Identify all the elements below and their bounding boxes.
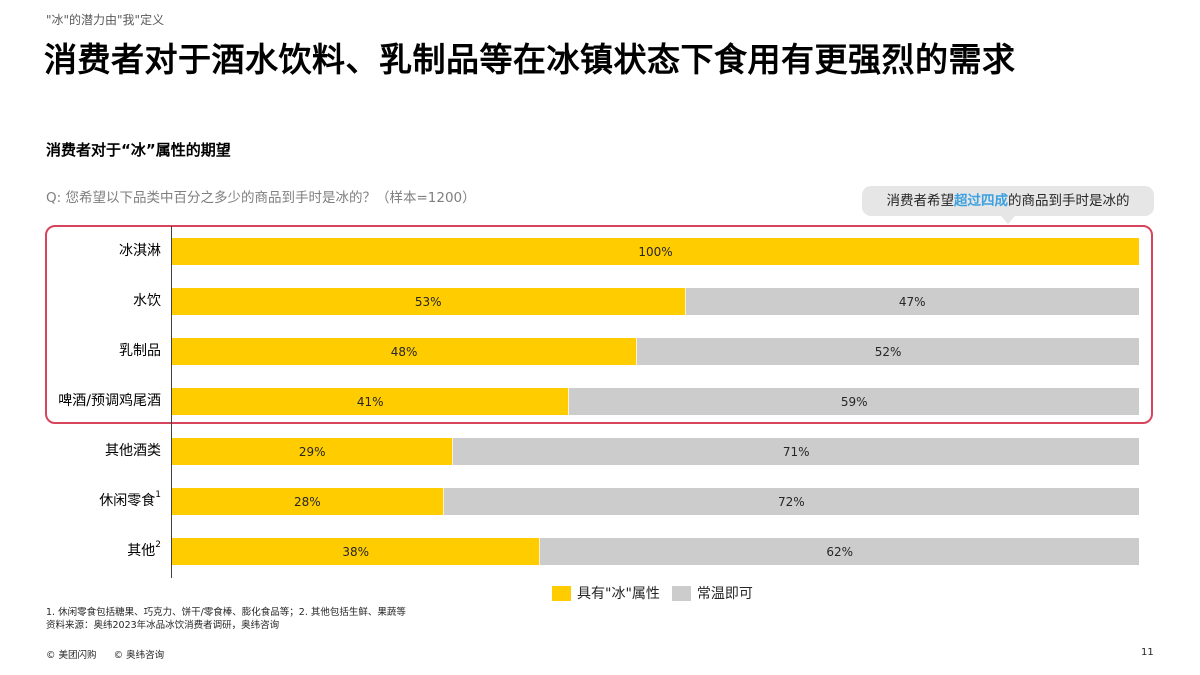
category-label: 啤酒/预调鸡尾酒 — [58, 388, 161, 415]
bar-row: 啤酒/预调鸡尾酒 41% 59% — [0, 388, 1200, 415]
legend-swatch-room — [671, 585, 691, 601]
stacked-bar: 100% — [172, 238, 1139, 265]
legend-item-room: 常温即可 — [671, 583, 753, 603]
callout-bubble: 消费者希望超过四成的商品到手时是冰的 — [862, 186, 1154, 224]
page-title: 消费者对于酒水饮料、乳制品等在冰镇状态下食用有更强烈的需求 — [44, 40, 1016, 79]
category-text: 其他 — [127, 543, 156, 559]
survey-question: Q: 您希望以下品类中百分之多少的商品到手时是冰的？（样本=1200） — [46, 190, 476, 206]
category-label: 其他酒类 — [105, 438, 161, 465]
kicker-text: "冰"的潜力由"我"定义 — [46, 13, 165, 27]
value-label-ice: 38% — [342, 544, 370, 559]
bar-row: 休闲零食1 28% 72% — [0, 488, 1200, 515]
category-text: 冰淇淋 — [119, 243, 161, 259]
legend-label-room: 常温即可 — [696, 586, 753, 602]
bar-row: 乳制品 48% 52% — [0, 338, 1200, 365]
category-label: 乳制品 — [119, 338, 161, 365]
legend-item-ice: 具有"冰"属性 — [552, 583, 660, 603]
callout-highlight: 超过四成 — [954, 193, 1008, 209]
bar-segment-room: 62% — [539, 538, 1139, 565]
category-text: 啤酒/预调鸡尾酒 — [58, 393, 161, 409]
stacked-bar: 53% 47% — [172, 288, 1139, 315]
category-label: 其他2 — [127, 538, 161, 565]
category-text: 休闲零食 — [99, 493, 156, 509]
footnotes: 1. 休闲零食包括糖果、巧克力、饼干/零食棒、膨化食品等；2. 其他包括生鲜、果… — [46, 606, 406, 632]
value-label-room: 72% — [778, 494, 805, 509]
bar-segment-ice: 41% — [172, 388, 569, 415]
stacked-bar: 41% 59% — [172, 388, 1139, 415]
stacked-bar: 29% 71% — [172, 438, 1139, 465]
footer-credits: © 美团闪购 © 奥纬咨询 — [46, 647, 178, 661]
bar-row: 其他2 38% 62% — [0, 538, 1200, 565]
credit-meituan: © 美团闪购 — [46, 650, 97, 661]
highlight-box — [45, 225, 1153, 424]
category-text: 其他酒类 — [105, 443, 161, 459]
bar-segment-room: 71% — [452, 438, 1139, 465]
category-text: 水饮 — [133, 293, 161, 309]
bar-segment-ice: 53% — [172, 288, 685, 315]
callout-suffix: 的商品到手时是冰的 — [1008, 193, 1130, 209]
value-label-room: 62% — [826, 544, 854, 559]
category-label: 休闲零食1 — [99, 488, 161, 515]
credit-oliver-wyman: © 奥纬咨询 — [113, 650, 165, 661]
value-label-ice: 100% — [638, 244, 673, 259]
stacked-bar: 28% 72% — [172, 488, 1139, 515]
legend-label-ice: 具有"冰"属性 — [577, 586, 660, 602]
value-label-ice: 41% — [356, 394, 384, 409]
value-label-room: 52% — [874, 344, 902, 359]
page-number: 11 — [1141, 647, 1154, 658]
category-label: 冰淇淋 — [119, 238, 161, 265]
callout-prefix: 消费者希望 — [886, 193, 955, 209]
value-label-room: 59% — [840, 394, 868, 409]
bar-segment-ice: 28% — [172, 488, 443, 515]
bar-row: 水饮 53% 47% — [0, 288, 1200, 315]
value-label-room: 71% — [782, 444, 810, 459]
footnote-marker: 1 — [155, 490, 161, 500]
footnote-line-1: 1. 休闲零食包括糖果、巧克力、饼干/零食棒、膨化食品等；2. 其他包括生鲜、果… — [46, 607, 406, 618]
stacked-bar: 48% 52% — [172, 338, 1139, 365]
legend-swatch-ice — [552, 585, 571, 601]
chart-subtitle: 消费者对于“冰”属性的期望 — [46, 141, 231, 159]
value-label-ice: 28% — [294, 494, 321, 509]
bar-segment-room: 59% — [568, 388, 1139, 415]
y-axis-line — [171, 226, 172, 578]
bar-segment-room: 72% — [442, 488, 1139, 515]
legend: 具有"冰"属性 常温即可 — [552, 583, 765, 603]
value-label-ice: 29% — [298, 444, 326, 459]
bar-row: 冰淇淋 100% — [0, 238, 1200, 265]
bar-segment-ice: 38% — [172, 538, 540, 565]
category-text: 乳制品 — [119, 343, 161, 359]
footnote-marker: 2 — [155, 540, 161, 550]
bar-segment-room: 52% — [636, 338, 1139, 365]
value-label-ice: 53% — [414, 294, 442, 309]
bar-segment-ice: 48% — [172, 338, 637, 365]
stacked-bar: 38% 62% — [172, 538, 1139, 565]
footnote-source: 资料来源：奥纬2023年冰品冰饮消费者调研，奥纬咨询 — [46, 620, 280, 631]
bar-segment-room: 47% — [684, 288, 1139, 315]
value-label-ice: 48% — [390, 344, 418, 359]
category-label: 水饮 — [133, 288, 161, 315]
value-label-room: 47% — [898, 294, 926, 309]
bar-segment-ice: 29% — [172, 438, 453, 465]
bar-row: 其他酒类 29% 71% — [0, 438, 1200, 465]
bar-segment-ice: 100% — [172, 238, 1139, 265]
